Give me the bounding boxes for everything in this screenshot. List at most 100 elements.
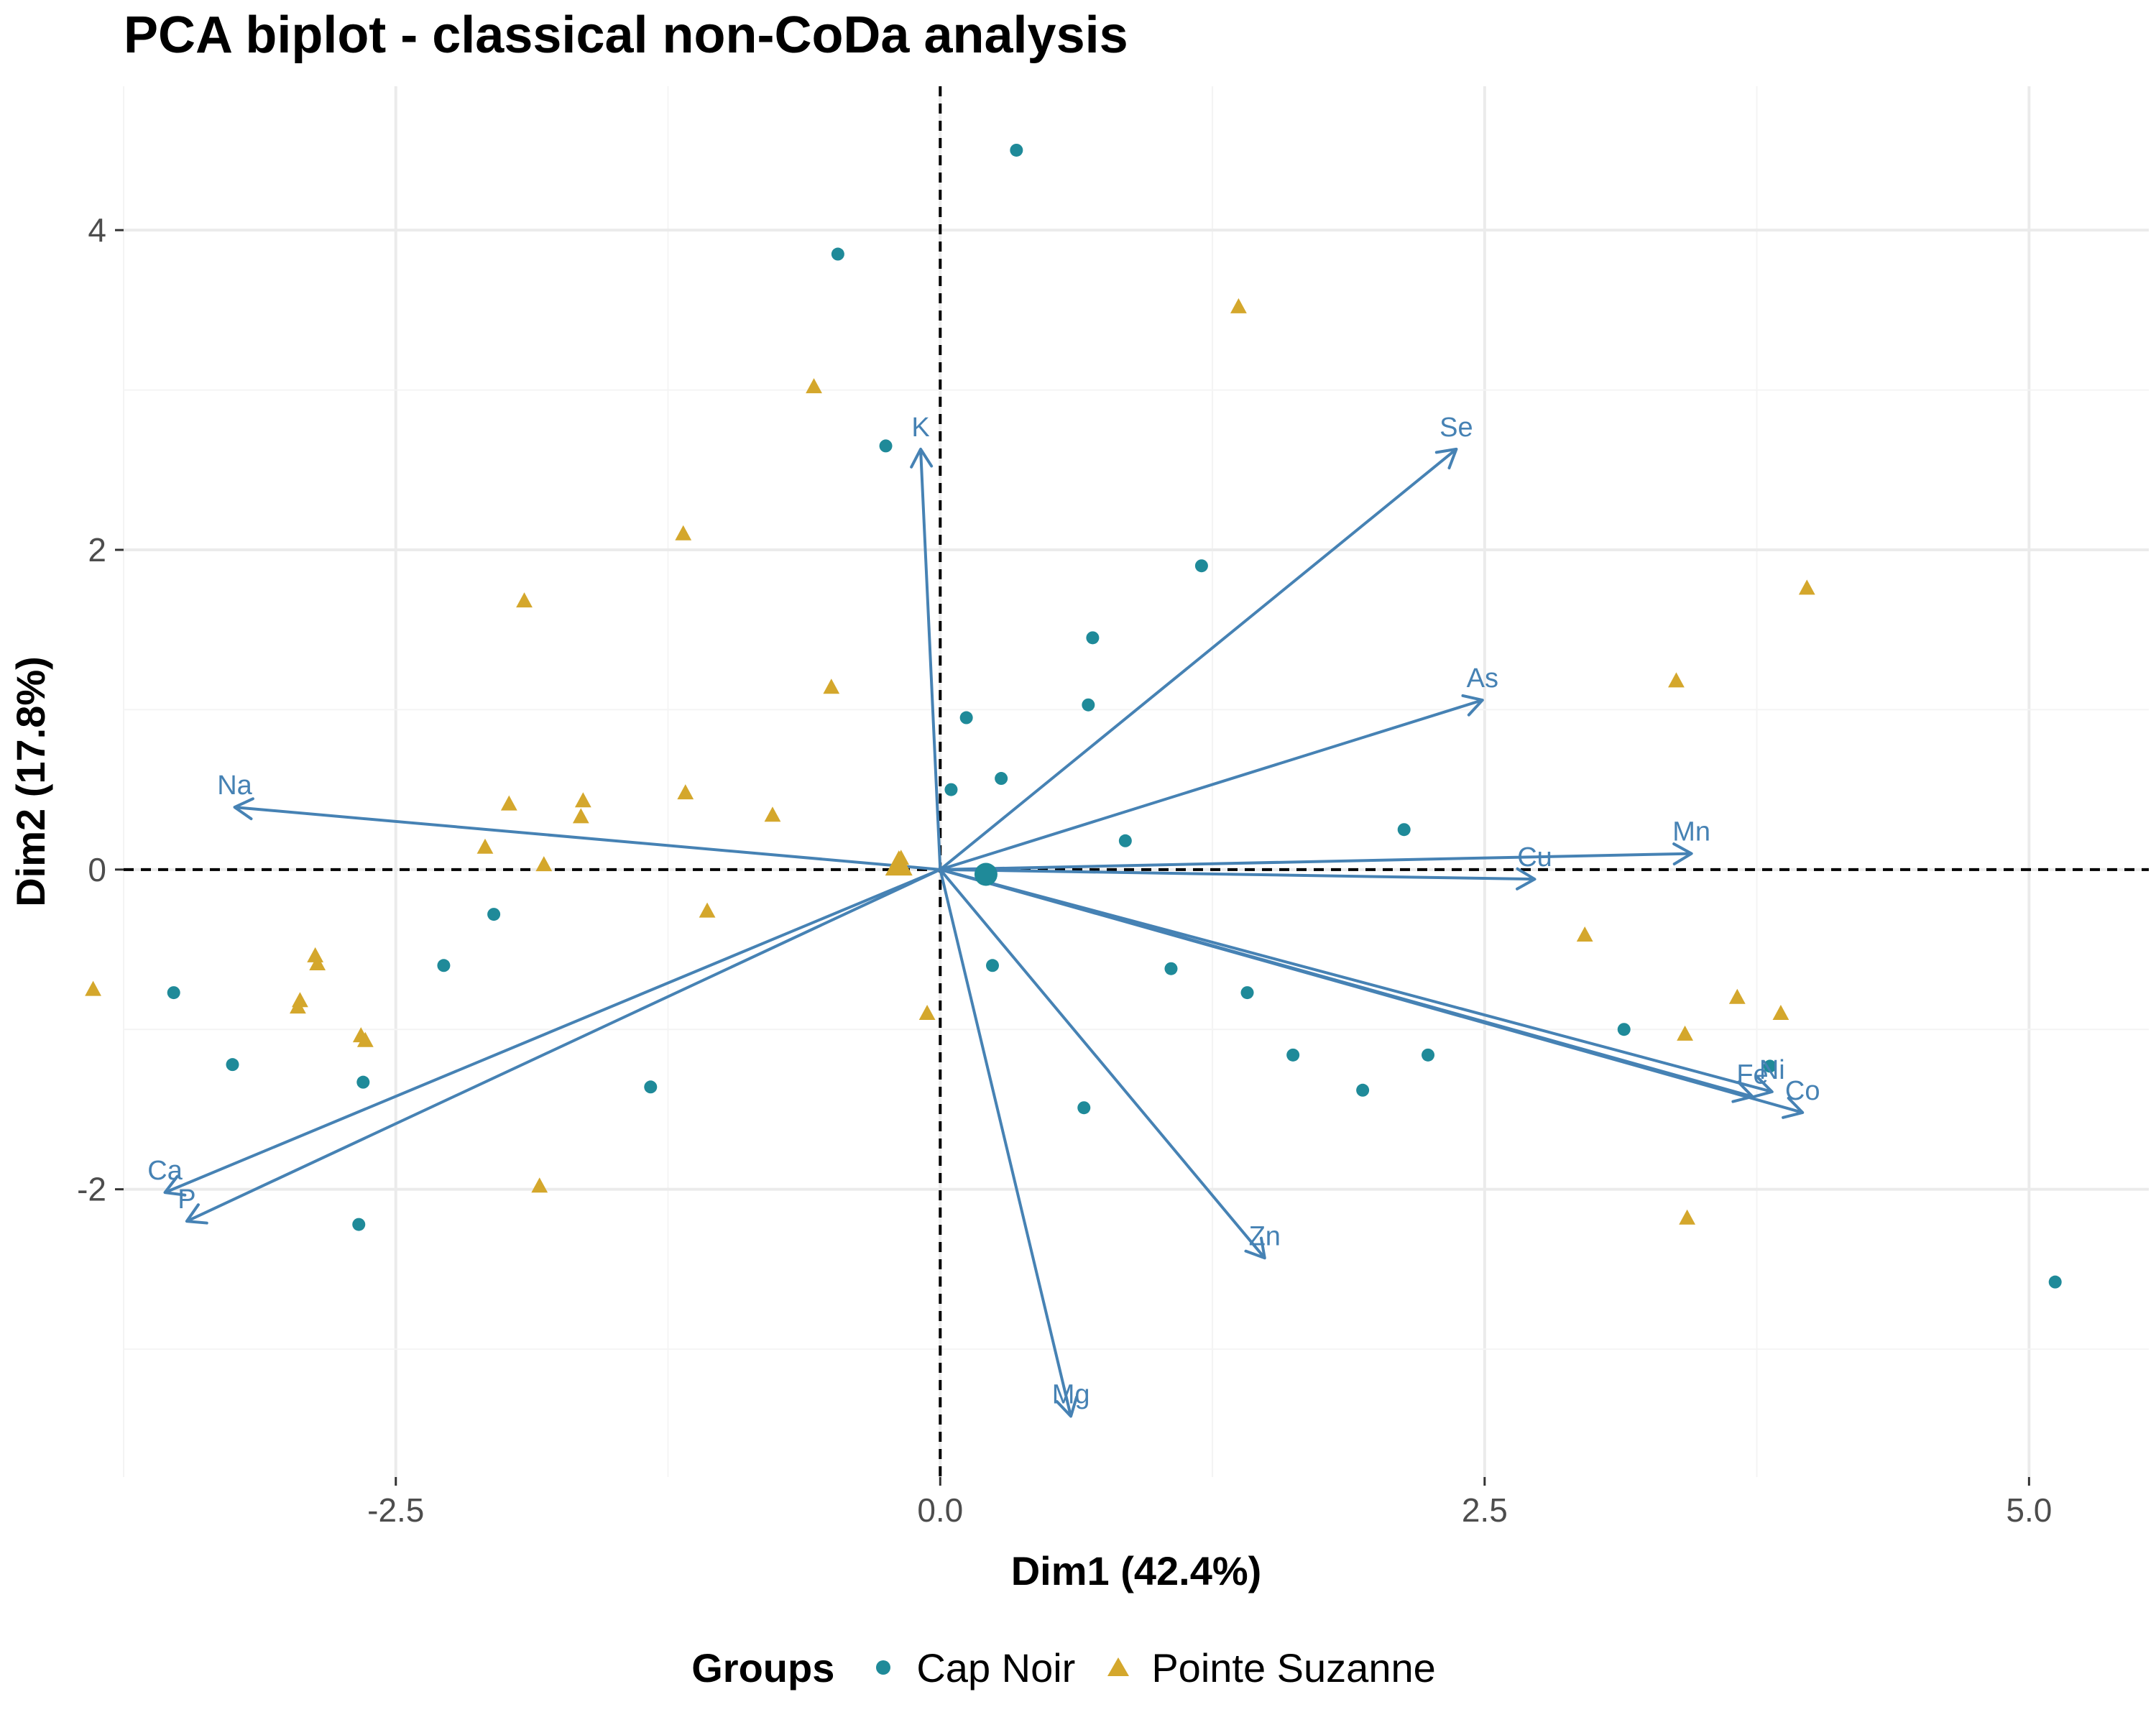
x-tick-label: 0.0 (917, 1491, 963, 1529)
point-pointe-suzanne (1668, 672, 1685, 688)
y-tick-label: 2 (88, 531, 106, 569)
x-tick-label: -2.5 (367, 1491, 424, 1529)
data-points (85, 143, 2062, 1289)
point-cap-noir (1118, 834, 1132, 847)
legend: Groups Cap Noir Pointe Suzanne (0, 1632, 2156, 1703)
point-cap-noir (986, 959, 1000, 972)
arrow-shaft (939, 869, 1073, 1417)
arrow-head (1672, 842, 1693, 866)
variable-label: Fe (1736, 1060, 1768, 1090)
point-pointe-suzanne (476, 838, 494, 854)
arrow-shaft (919, 448, 942, 870)
point-pointe-suzanne (535, 856, 553, 872)
point-cap-noir (1240, 986, 1254, 1000)
x-axis-title: Dim1 (42.4%) (1011, 1548, 1262, 1593)
point-pointe-suzanne (1728, 988, 1746, 1004)
point-pointe-suzanne (1798, 579, 1815, 595)
arrow-mg (939, 869, 1079, 1418)
point-pointe-suzanne (309, 955, 326, 971)
arrow-cu (940, 867, 1537, 891)
axis-ticks: -2.5 0.0 2.5 5.0 -2 0 2 4 (77, 211, 2052, 1529)
arrow-head (1516, 867, 1537, 891)
variable-label: Co (1785, 1076, 1820, 1106)
point-pointe-suzanne (699, 902, 716, 918)
legend-title: Groups (691, 1644, 835, 1690)
point-cap-noir (644, 1080, 658, 1094)
point-cap-noir (437, 959, 451, 972)
point-cap-noir (1763, 1059, 1777, 1073)
arrow-head (1751, 1076, 1774, 1099)
point-cap-noir (1164, 962, 1178, 975)
point-cap-noir (831, 247, 844, 261)
arrow-head (1461, 694, 1484, 717)
point-pointe-suzanne (85, 980, 101, 996)
arrow-shaft (939, 868, 1773, 1093)
arrow-shaft (186, 868, 941, 1223)
arrow-p (185, 868, 941, 1225)
point-cap-noir (1086, 631, 1100, 645)
point-pointe-suzanne (531, 1177, 548, 1193)
y-axis-title: Dim2 (17.8%) (8, 656, 53, 907)
arrow-se (939, 447, 1458, 871)
arrow-head (910, 447, 934, 469)
arrow-shaft (164, 868, 941, 1194)
variable-label: Mg (1052, 1379, 1090, 1409)
arrow-mn (940, 842, 1693, 871)
variable-label: P (178, 1184, 195, 1215)
arrow-head (1434, 447, 1458, 470)
grid (123, 86, 2149, 1477)
y-tick-label: 0 (88, 851, 106, 888)
point-cap-noir (1422, 1048, 1435, 1062)
point-pointe-suzanne (823, 678, 840, 694)
point-cap-noir (167, 986, 180, 1000)
point-pointe-suzanne (918, 1005, 936, 1020)
arrow-k (910, 447, 942, 870)
point-pointe-suzanne (675, 525, 692, 540)
arrow-as (939, 694, 1484, 871)
y-tick-label: -2 (77, 1171, 106, 1208)
variable-label: Se (1439, 413, 1473, 443)
arrow-head (233, 797, 254, 821)
point-cap-noir (1010, 143, 1023, 157)
point-pointe-suzanne (1679, 1209, 1696, 1225)
arrow-head (1782, 1096, 1805, 1119)
point-pointe-suzanne (1576, 926, 1593, 942)
reference-lines (124, 86, 2149, 1477)
point-pointe-suzanne (574, 792, 591, 808)
variable-arrows (163, 447, 1805, 1418)
arrow-head (185, 1203, 208, 1225)
point-pointe-suzanne (1677, 1025, 1693, 1041)
variable-label: Ca (147, 1156, 183, 1186)
centroid-pointe-suzanne (885, 850, 913, 876)
point-cap-noir (1077, 1101, 1091, 1115)
centroid-cap-noir (974, 862, 998, 886)
arrow-shaft (939, 868, 1266, 1259)
arrow-shaft (939, 699, 1483, 871)
point-pointe-suzanne (307, 947, 324, 962)
point-cap-noir (2048, 1275, 2062, 1289)
point-pointe-suzanne (806, 378, 822, 394)
arrow-head (163, 1174, 187, 1197)
point-cap-noir (995, 772, 1008, 786)
point-pointe-suzanne (572, 808, 589, 824)
legend-label: Cap Noir (916, 1644, 1076, 1690)
arrow-shaft (234, 806, 941, 871)
legend-label: Pointe Suzanne (1151, 1644, 1436, 1690)
arrow-head (1055, 1395, 1079, 1418)
arrow-na (233, 797, 941, 871)
point-cap-noir (356, 1075, 370, 1089)
point-pointe-suzanne (290, 998, 306, 1014)
point-cap-noir (226, 1058, 239, 1072)
point-pointe-suzanne (356, 1031, 374, 1047)
chart-title: PCA biplot - classical non-CoDa analysis (124, 6, 1128, 64)
arrow-shaft (939, 868, 1803, 1114)
point-cap-noir (879, 439, 893, 453)
x-tick-label: 5.0 (2006, 1491, 2052, 1529)
point-cap-noir (1194, 559, 1208, 573)
point-pointe-suzanne (677, 784, 694, 800)
arrow-shaft (939, 448, 1457, 871)
point-cap-noir (1286, 1048, 1300, 1062)
legend-item-pointe-suzanne: Pointe Suzanne (1104, 1644, 1436, 1691)
